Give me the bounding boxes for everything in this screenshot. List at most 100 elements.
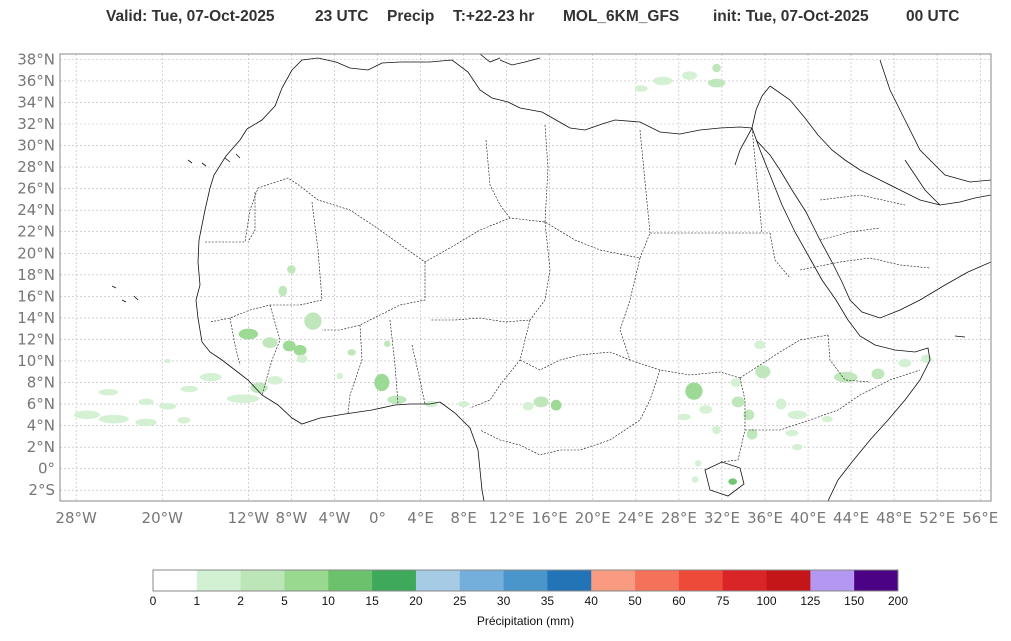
colorbar-cell <box>372 570 417 591</box>
precip-cell <box>98 388 119 396</box>
colorbar-cell <box>854 570 899 591</box>
precipitation-map: 38°N 36°N 34°N 32°N 30°N 28°N 26°N 24°N 22°N 20°N… <box>17 50 998 527</box>
precip-cell <box>898 358 912 368</box>
colorbar-cell <box>415 570 461 591</box>
colorbar-cell <box>722 570 768 591</box>
precip-cell <box>743 409 755 421</box>
lon-tick-label: 16°E <box>532 509 568 527</box>
colorbar-level-label: 5 <box>281 594 288 608</box>
precip-cell <box>522 401 534 411</box>
precip-cell <box>293 344 307 356</box>
lon-tick-label: 4°W <box>319 509 351 527</box>
lat-tick-label: 8°N <box>27 374 55 392</box>
colorbar-level-label: 1 <box>193 594 201 608</box>
precip-cell <box>387 395 407 405</box>
precip-cell <box>730 378 742 387</box>
precip-cell <box>304 312 322 330</box>
lon-tick-label: 48°E <box>876 509 912 527</box>
precip-cell <box>695 460 702 467</box>
map-frame <box>59 53 992 502</box>
precip-cell <box>871 368 885 380</box>
precip-cell <box>180 385 198 393</box>
colorbar-level-label: 40 <box>584 594 598 608</box>
lat-tick-label: 6°N <box>27 395 55 413</box>
lat-tick-label: 2°S <box>28 481 55 499</box>
colorbar-cell <box>635 570 680 591</box>
lat-tick-label: 16°N <box>17 287 55 305</box>
precip-cell <box>164 358 171 364</box>
lon-tick-label: 4°E <box>407 509 434 527</box>
precip-cell <box>728 478 737 485</box>
lon-tick-label: 28°E <box>661 509 697 527</box>
precip-cell <box>278 285 288 297</box>
lon-tick-label: 44°E <box>833 509 869 527</box>
colorbar-level-label: 125 <box>800 594 821 608</box>
colorbar-cell <box>503 570 548 591</box>
lat-tick-label: 18°N <box>17 266 55 284</box>
precip-cell <box>755 365 771 379</box>
lat-tick-label: 22°N <box>17 223 55 241</box>
precip-cell <box>458 400 469 408</box>
longitude-labels: 28°W 20°W 12°W 8°W 4°W 0° 4°E 8°E 12°E 16°E 20°E 24… <box>55 509 998 527</box>
precip-cell <box>336 372 344 380</box>
colorbar-level-label: 2 <box>237 594 244 608</box>
lat-tick-label: 24°N <box>17 201 55 219</box>
colorbar-cell <box>240 570 285 591</box>
precip-cell <box>238 328 259 340</box>
lat-tick-label: 36°N <box>17 72 55 90</box>
precip-cell <box>677 413 691 421</box>
precip-cell <box>533 396 549 408</box>
colorbar-title: Précipitation (mm) <box>476 614 575 628</box>
lat-tick-label: 2°N <box>27 438 55 456</box>
country-borders <box>205 124 931 463</box>
init-time: init: Tue, 07-Oct-2025 <box>713 8 869 25</box>
precip-cell <box>746 428 758 440</box>
precip-cell <box>374 373 390 392</box>
valid-time: Valid: Tue, 07-Oct-2025 <box>106 8 275 25</box>
precip-cell <box>787 410 807 420</box>
colorbar-level-label: 35 <box>540 594 555 608</box>
precip-cell <box>226 394 260 403</box>
lon-tick-label: 40°E <box>790 509 826 527</box>
colorbar-cell <box>284 570 329 591</box>
lon-tick-label: 56°E <box>962 509 998 527</box>
precip-cell <box>785 429 799 437</box>
precip-cell <box>287 265 296 274</box>
valid-hour: 23 UTC <box>315 8 369 25</box>
lon-tick-label: 8°W <box>275 509 307 527</box>
lat-tick-label: 14°N <box>17 309 55 327</box>
lon-tick-label: 52°E <box>919 509 955 527</box>
lat-tick-label: 26°N <box>17 180 55 198</box>
colorbar-level-label: 100 <box>756 594 777 608</box>
lat-tick-label: 32°N <box>17 115 55 133</box>
map-area <box>60 54 991 501</box>
coastlines <box>111 54 991 501</box>
colorbar-level-label: 25 <box>453 594 467 608</box>
colorbar-cell <box>591 570 636 591</box>
lon-tick-label: 28°W <box>55 509 97 527</box>
precip-cell <box>833 371 858 383</box>
colorbar-level-label: 50 <box>628 594 642 608</box>
colorbar-cell <box>547 570 592 591</box>
precip-cell <box>712 63 721 73</box>
colorbar-level-label: 10 <box>321 594 335 608</box>
precip-cell <box>282 340 296 352</box>
precip-cell <box>550 399 562 411</box>
lon-tick-label: 0° <box>369 509 386 527</box>
precip-cell <box>177 416 191 424</box>
lat-tick-label: 10°N <box>17 352 55 370</box>
colorbar-level-label: 15 <box>365 594 379 608</box>
precip-cell <box>383 340 391 347</box>
lat-tick-label: 4°N <box>27 417 55 435</box>
lat-tick-label: 30°N <box>17 137 55 155</box>
lat-tick-label: 38°N <box>17 50 55 68</box>
precip-cell <box>685 382 703 400</box>
init-hour: 00 UTC <box>906 8 960 25</box>
gridlines <box>60 54 991 501</box>
colorbar-cell <box>678 570 724 591</box>
colorbar-cell <box>153 570 198 591</box>
lon-tick-label: 8°E <box>450 509 477 527</box>
colorbar-cell <box>328 570 373 591</box>
model-name: MOL_6KM_GFS <box>563 8 680 25</box>
latitude-labels: 38°N 36°N 34°N 32°N 30°N 28°N 26°N 24°N 22°N 20°N… <box>17 50 55 499</box>
